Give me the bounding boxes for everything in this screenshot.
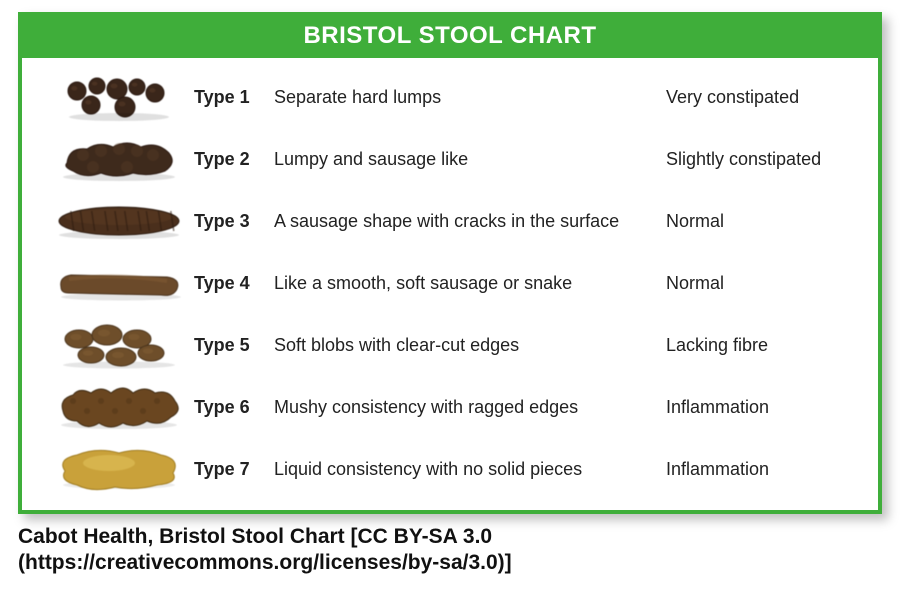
status-label: Slightly constipated <box>666 149 856 170</box>
stool-illustration-type-7 <box>44 441 194 497</box>
description: Lumpy and sausage like <box>274 149 666 170</box>
chart-row: Type 2Lumpy and sausage likeSlightly con… <box>44 128 856 190</box>
description: Liquid consistency with no solid pieces <box>274 459 666 480</box>
status-label: Lacking fibre <box>666 335 856 356</box>
type-label: Type 1 <box>194 87 274 108</box>
stool-illustration-type-1 <box>44 69 194 125</box>
description: Mushy consistency with ragged edges <box>274 397 666 418</box>
chart-title: BRISTOL STOOL CHART <box>22 16 878 58</box>
status-label: Normal <box>666 273 856 294</box>
stool-illustration-type-2 <box>44 131 194 187</box>
stool-illustration-type-6 <box>44 379 194 435</box>
description: Soft blobs with clear-cut edges <box>274 335 666 356</box>
description: Like a smooth, soft sausage or snake <box>274 273 666 294</box>
type-label: Type 2 <box>194 149 274 170</box>
stool-illustration-type-3 <box>44 193 194 249</box>
stool-illustration-type-4 <box>44 255 194 311</box>
chart-row: Type 1Separate hard lumpsVery constipate… <box>44 66 856 128</box>
chart-row: Type 6Mushy consistency with ragged edge… <box>44 376 856 438</box>
type-label: Type 3 <box>194 211 274 232</box>
type-label: Type 6 <box>194 397 274 418</box>
status-label: Inflammation <box>666 397 856 418</box>
type-label: Type 7 <box>194 459 274 480</box>
type-label: Type 5 <box>194 335 274 356</box>
chart-row: Type 3A sausage shape with cracks in the… <box>44 190 856 252</box>
chart-row: Type 5Soft blobs with clear-cut edgesLac… <box>44 314 856 376</box>
status-label: Inflammation <box>666 459 856 480</box>
type-label: Type 4 <box>194 273 274 294</box>
description: A sausage shape with cracks in the surfa… <box>274 211 666 232</box>
bristol-stool-chart: BRISTOL STOOL CHART Type 1Separate hard … <box>18 12 882 514</box>
description: Separate hard lumps <box>274 87 666 108</box>
attribution: Cabot Health, Bristol Stool Chart [CC BY… <box>18 524 882 577</box>
chart-row: Type 4Like a smooth, soft sausage or sna… <box>44 252 856 314</box>
status-label: Very constipated <box>666 87 856 108</box>
chart-body: Type 1Separate hard lumpsVery constipate… <box>22 58 878 510</box>
attribution-line-1: Cabot Health, Bristol Stool Chart [CC BY… <box>18 524 882 550</box>
stool-illustration-type-5 <box>44 317 194 373</box>
status-label: Normal <box>666 211 856 232</box>
chart-row: Type 7Liquid consistency with no solid p… <box>44 438 856 500</box>
attribution-line-2: (https://creativecommons.org/licenses/by… <box>18 550 882 576</box>
